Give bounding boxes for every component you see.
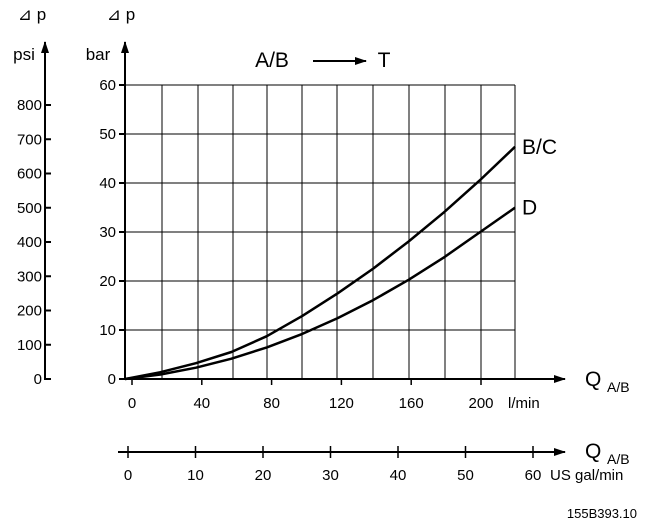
bar-tick-label: 50: [99, 126, 116, 143]
bar-tick-label: 0: [108, 371, 116, 388]
psi-tick-label: 800: [17, 97, 42, 114]
flow-tick-label: 160: [399, 395, 424, 412]
psi-tick-label: 200: [17, 303, 42, 320]
psi-delta-p-label: ⊿ p: [18, 5, 46, 24]
gal-axis-title: Q: [585, 440, 601, 463]
gal-tick-label: 10: [187, 467, 204, 484]
bar-tick-label: 40: [99, 175, 116, 192]
bar-tick-label: 20: [99, 273, 116, 290]
psi-tick-label: 300: [17, 268, 42, 285]
bar-tick-label: 30: [99, 224, 116, 241]
gal-tick-label: 50: [457, 467, 474, 484]
flow-tick-label: 80: [263, 395, 280, 412]
bar-delta-p-label: ⊿ p: [107, 5, 135, 24]
flow-tick-label: 120: [329, 395, 354, 412]
gal-axis-unit: US gal/min: [550, 467, 623, 484]
bar-axis-ticks: 0 10 20 30 40 50 60: [99, 77, 125, 388]
chart-title-to: T: [378, 49, 391, 72]
bar-unit-label: bar: [86, 45, 111, 64]
gal-tick-label: 40: [390, 467, 407, 484]
psi-unit-label: psi: [13, 45, 35, 64]
bar-tick-label: 60: [99, 77, 116, 94]
psi-tick-label: 600: [17, 166, 42, 183]
flow-tick-label: 40: [193, 395, 210, 412]
series-label-d: D: [522, 197, 537, 220]
psi-axis-ticks: 0 100 200 300 400 500 600 700 800: [17, 97, 51, 388]
gal-axis-subscript: A/B: [607, 451, 630, 467]
plot-grid: [125, 84, 516, 379]
gal-tick-label: 60: [525, 467, 542, 484]
flow-tick-label: 200: [468, 395, 493, 412]
psi-tick-label: 100: [17, 337, 42, 354]
series-line-d: [124, 206, 516, 381]
reference-code: 155B393.10: [567, 506, 637, 521]
series-line-b-c: [124, 145, 516, 381]
series-label-b-c: B/C: [522, 136, 557, 159]
flow-axis-unit: l/min: [508, 395, 540, 412]
bar-tick-label: 10: [99, 322, 116, 339]
gal-tick-label: 0: [124, 467, 132, 484]
flow-axis-title: Q: [585, 368, 601, 391]
flow-axis-subscript: A/B: [607, 379, 630, 395]
series-group: B/C D: [124, 136, 557, 381]
flow-axis-ticks: 0 40 80 120 160 200: [128, 379, 494, 412]
psi-tick-label: 500: [17, 200, 42, 217]
psi-tick-label: 700: [17, 131, 42, 148]
psi-tick-label: 400: [17, 234, 42, 251]
gal-tick-label: 20: [255, 467, 272, 484]
chart-title-from: A/B: [255, 49, 289, 72]
psi-tick-label: 0: [34, 371, 42, 388]
flow-tick-label: 0: [128, 395, 136, 412]
gal-tick-label: 30: [322, 467, 339, 484]
gal-axis-ticks: 0 10 20 30 40 50 60: [124, 446, 542, 484]
